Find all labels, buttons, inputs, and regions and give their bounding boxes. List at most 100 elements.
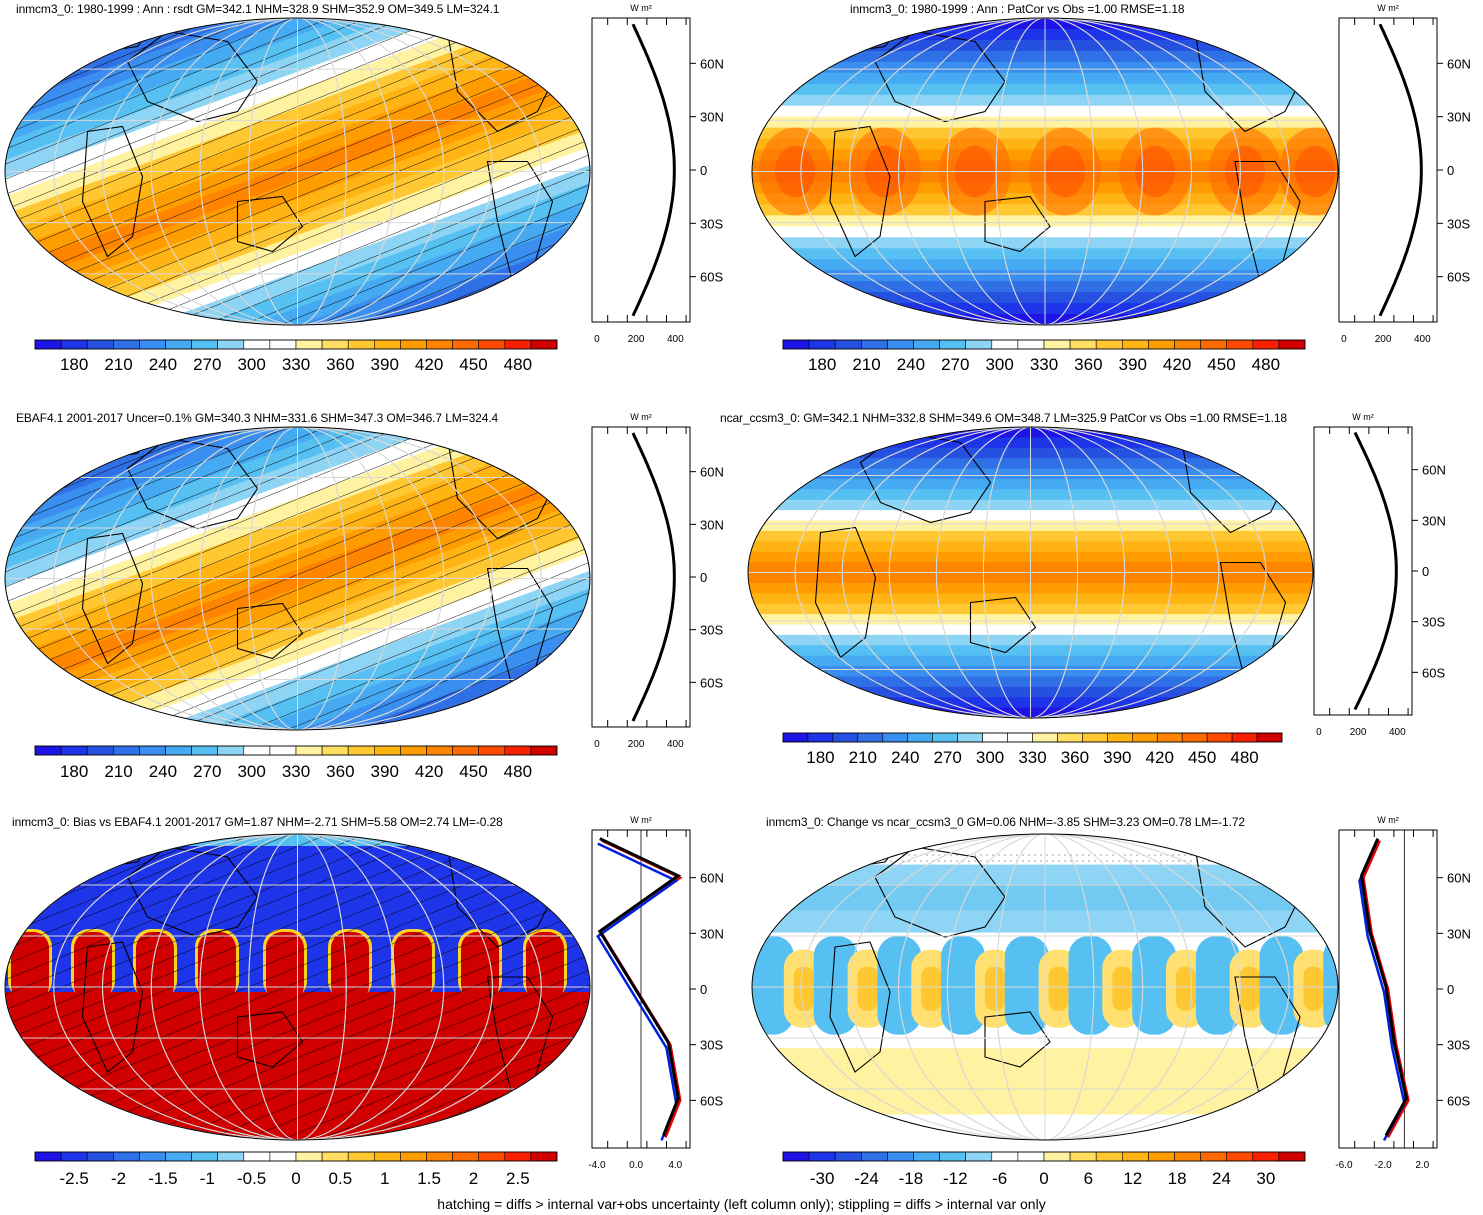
- field-cell: [1195, 936, 1240, 1035]
- panel-2-title: inmcm3_0: 1980-1999 : Ann : PatCor vs Ob…: [850, 2, 1185, 16]
- colorbar-tick-label: 180: [808, 355, 836, 374]
- profile-unit-label: W m²: [630, 3, 652, 13]
- colorbar-swatch: [295, 339, 323, 350]
- profile-line: [1378, 23, 1423, 317]
- profile-unit-label: W m²: [1377, 815, 1399, 825]
- colorbar-tick-label: 360: [326, 762, 354, 781]
- profile-unit-label: W m²: [1377, 3, 1399, 13]
- colorbar-tick-label: 1: [380, 1169, 389, 1188]
- colorbar-tick-label: -6: [992, 1169, 1007, 1188]
- colorbar-swatch: [807, 732, 834, 743]
- colorbar-tick-label: 390: [1103, 748, 1131, 767]
- colorbar-swatch: [1174, 1151, 1201, 1162]
- colorbar-swatch: [1095, 339, 1123, 350]
- colorbar-swatch: [834, 339, 862, 350]
- field-cell: [1176, 966, 1197, 1011]
- profile-unit-label: W m²: [1352, 412, 1374, 422]
- colorbar-tick-label: 450: [1207, 355, 1235, 374]
- coastline: [874, 846, 1006, 938]
- colorbar-swatch: [1057, 732, 1083, 743]
- colorbar-tick-label: 480: [504, 762, 532, 781]
- colorbar-swatch: [1156, 732, 1183, 743]
- map-outline: [751, 17, 1339, 326]
- coastline: [829, 941, 891, 1073]
- colorbar-swatch: [834, 1151, 862, 1162]
- lat-tick-label: 30S: [700, 216, 723, 231]
- coastline: [969, 596, 1037, 654]
- coastline: [236, 602, 304, 660]
- colorbar-tick-label: 270: [193, 355, 221, 374]
- colorbar-frame: [34, 339, 558, 350]
- colorbar-swatch: [1252, 339, 1280, 350]
- colorbar-swatch: [86, 1151, 114, 1162]
- colorbar-swatch: [452, 745, 480, 756]
- map-5: [5, 834, 590, 1140]
- colorbar-swatch: [373, 339, 401, 350]
- colorbar-swatch: [1032, 732, 1058, 743]
- colorbar-swatch: [1132, 732, 1158, 743]
- colorbar-swatch: [887, 1151, 914, 1162]
- colorbar-swatch: [1082, 732, 1108, 743]
- map-outline: [747, 426, 1314, 719]
- colorbar-swatch: [887, 339, 914, 350]
- colorbar-swatch: [1069, 339, 1097, 350]
- lat-tick-label: 0: [700, 982, 707, 997]
- lat-tick-label: 60S: [1422, 665, 1445, 680]
- profile-tick-label: 400: [667, 739, 684, 750]
- colorbar-swatch: [269, 339, 297, 350]
- field-cell: [877, 936, 922, 1035]
- colorbar-swatch: [530, 745, 558, 756]
- colorbar-tick-label: 330: [1030, 355, 1058, 374]
- colorbar-tick-label: 24: [1212, 1169, 1231, 1188]
- field-cell: [857, 966, 878, 1011]
- panel-5: -2.5 -2 -1.5 -1 -0.5 0 0.5 1 1.5 2 2.5 60N 30N 0 30S 60…: [4, 815, 724, 1188]
- lat-tick-label: 30N: [1447, 110, 1471, 125]
- lat-tick-label: 60S: [700, 1093, 723, 1108]
- profile-tick-label: -2.0: [1374, 1160, 1392, 1171]
- colorbar-tick-label: 450: [459, 762, 487, 781]
- colorbar-swatch: [1017, 1151, 1045, 1162]
- colorbar-swatch: [478, 745, 506, 756]
- profile-tick-label: 200: [628, 334, 645, 345]
- coastline: [126, 846, 259, 938]
- colorbar-tick-label: 240: [897, 355, 925, 374]
- panel-4: 180 210 240 270 300 330 360 390 420 450 480 60N 30N 0…: [747, 412, 1446, 767]
- colorbar-frame: [782, 1151, 1306, 1162]
- lat-tick-label: 60N: [700, 871, 724, 886]
- colorbar-tick-label: 18: [1168, 1169, 1187, 1188]
- colorbar-swatch: [452, 339, 480, 350]
- colorbar-tick-label: 300: [976, 748, 1004, 767]
- panel-4-title: ncar_ccsm3_0: GM=342.1 NHM=332.8 SHM=349…: [720, 411, 1287, 425]
- panel-5-title: inmcm3_0: Bias vs EBAF4.1 2001-2017 GM=1…: [12, 815, 503, 829]
- colorbar-tick-label: 300: [985, 355, 1013, 374]
- colorbar-tick-label: 210: [104, 355, 132, 374]
- colorbar-swatch: [860, 1151, 888, 1162]
- coastline: [81, 532, 144, 665]
- colorbar-swatch: [113, 1151, 140, 1162]
- colorbar-swatch: [191, 1151, 219, 1162]
- profile-line-red: [1362, 840, 1410, 1139]
- colorbar-tick-label: 30: [1256, 1169, 1275, 1188]
- colorbar-swatch: [913, 339, 940, 350]
- lat-tick-label: 60S: [1447, 1093, 1470, 1108]
- field-cell: [1239, 966, 1260, 1011]
- coastline: [814, 526, 877, 659]
- colorbar-tick-label: 1.5: [417, 1169, 441, 1188]
- colorbar-frame: [34, 745, 558, 756]
- coastline: [829, 125, 891, 258]
- colorbar-tick-label: 390: [371, 355, 399, 374]
- colorbar-swatch: [34, 1151, 62, 1162]
- footer-note: hatching = diffs > internal var+obs unce…: [437, 1196, 1046, 1212]
- colorbar-swatch: [478, 339, 506, 350]
- profile-tick-label: 200: [628, 739, 645, 750]
- colorbar-swatch: [782, 339, 810, 350]
- colorbar-swatch: [373, 745, 401, 756]
- colorbar-swatch: [426, 339, 453, 350]
- colorbar-swatch: [243, 1151, 271, 1162]
- lat-tick-label: 30N: [700, 517, 724, 532]
- panel-3-title: EBAF4.1 2001-2017 Uncer=0.1% GM=340.3 NH…: [16, 411, 499, 425]
- colorbar-swatch: [982, 732, 1008, 743]
- colorbar-tick-label: -1: [200, 1169, 215, 1188]
- colorbar-tick-label: 420: [1163, 355, 1191, 374]
